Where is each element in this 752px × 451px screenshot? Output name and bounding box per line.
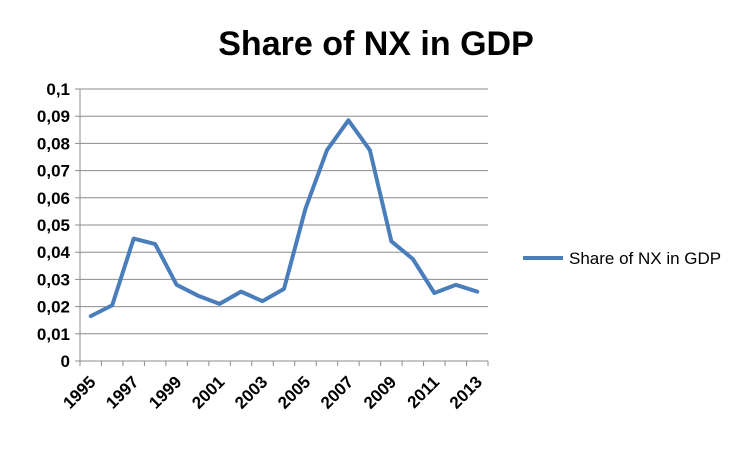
chart-title: Share of NX in GDP [218, 25, 534, 63]
x-axis-ticks: 1995 1997 1999 2001 2003 2005 2007 2009 2011 2013 [59, 361, 489, 413]
y-tick-label: 0,04 [37, 243, 71, 262]
y-tick-label: 0,06 [37, 189, 70, 208]
x-tick-label: 2011 [404, 372, 444, 412]
x-tick-label: 1997 [102, 372, 142, 412]
y-tick-label: 0,08 [37, 134, 70, 153]
series-line [88, 118, 480, 319]
x-tick-label: 2007 [317, 372, 357, 412]
y-axis-ticks: 0 0,01 0,02 0,03 0,04 0,05 0,06 0,07 0,08 0,09 0,1 [37, 80, 80, 371]
y-tick-label: 0,09 [37, 107, 70, 126]
x-tick-label: 2003 [231, 372, 271, 412]
x-tick-label: 2005 [274, 372, 314, 412]
legend-label: Share of NX in GDP [569, 249, 721, 268]
x-tick-label: 1999 [145, 372, 185, 412]
x-tick-label: 1995 [59, 372, 99, 412]
legend: Share of NX in GDP [523, 249, 721, 268]
y-tick-label: 0,01 [37, 325, 70, 344]
y-tick-label: 0 [61, 352, 70, 371]
x-tick-label: 2001 [188, 372, 228, 412]
y-tick-label: 0,07 [37, 162, 70, 181]
y-tick-label: 0,03 [37, 270, 70, 289]
x-tick-label: 2009 [360, 372, 400, 412]
y-tick-label: 0,05 [37, 216, 70, 235]
series-layer [88, 118, 480, 319]
y-tick-label: 0,02 [37, 298, 70, 317]
y-tick-label: 0,1 [46, 80, 70, 99]
gridlines [80, 88, 488, 335]
x-tick-label: 2013 [446, 372, 486, 412]
